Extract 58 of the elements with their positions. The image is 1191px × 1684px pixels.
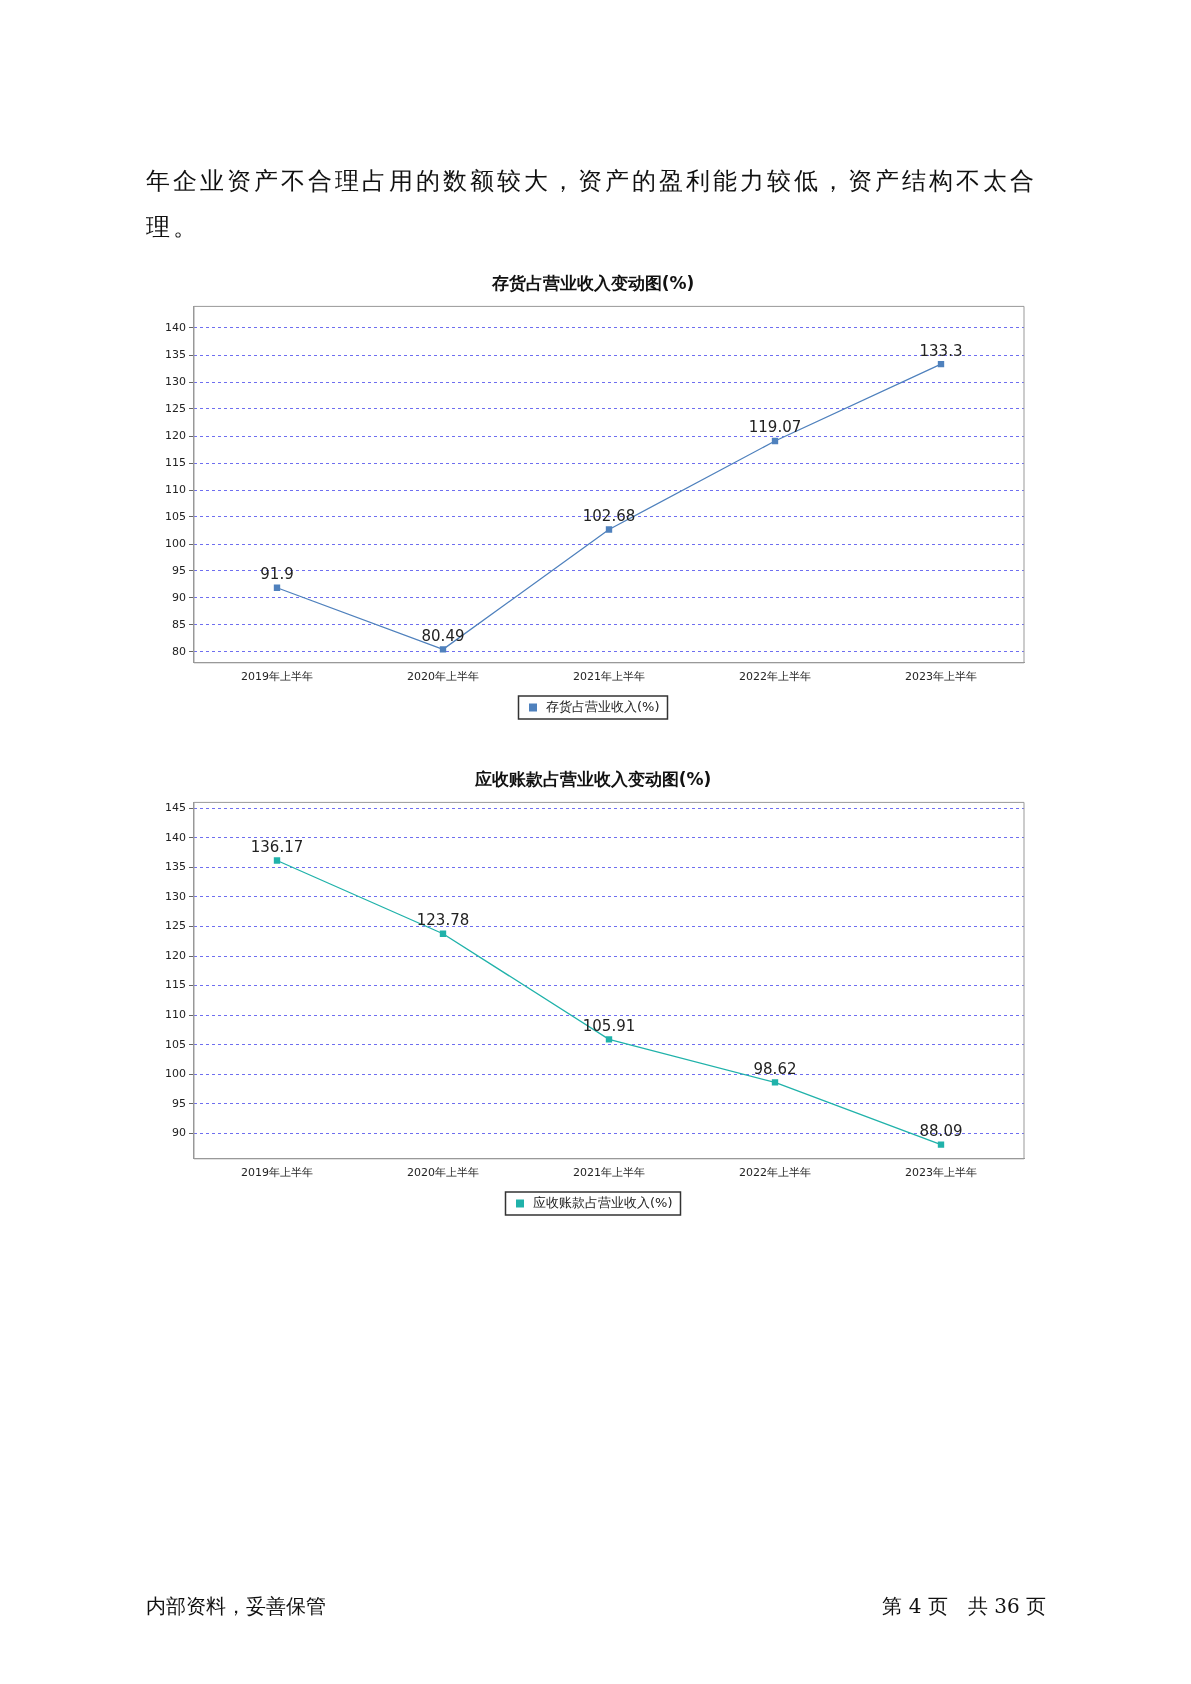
y-tick-label: 140 — [165, 320, 186, 334]
data-label: 119.07 — [748, 418, 802, 437]
y-tick-label: 130 — [165, 374, 186, 388]
point — [771, 1079, 779, 1086]
data-label: 91.9 — [260, 565, 294, 584]
y-tick-label: 140 — [165, 830, 186, 844]
y-tick-label: 145 — [165, 801, 186, 815]
y-tick-label: 100 — [165, 536, 186, 550]
y-tick-label: 95 — [172, 563, 186, 577]
x-tick-label: 2021年上半年 — [573, 1166, 645, 1180]
text: 第 4 页 共 36 页 — [882, 1593, 1046, 1620]
y-tick-label: 80 — [172, 644, 186, 658]
chart-title: 存货占营业收入变动图(%) — [490, 272, 695, 293]
point — [605, 526, 613, 533]
x-tick-label: 2023年上半年 — [905, 1166, 977, 1180]
y-tick-label: 100 — [165, 1067, 186, 1081]
data-label: 80.49 — [421, 626, 465, 645]
y-tick-label: 110 — [165, 482, 186, 496]
chart-title: 应收账款占营业收入变动图(%) — [473, 768, 712, 789]
x-tick-label: 2023年上半年 — [905, 670, 977, 684]
data-label: 105.91 — [582, 1016, 636, 1035]
legend-label: 存货占营业收入(%) — [546, 698, 660, 714]
x-tick-label: 2020年上半年 — [407, 670, 479, 684]
y-tick-label: 120 — [165, 428, 186, 442]
y-tick-label: 130 — [165, 889, 186, 903]
y-tick-label: 115 — [165, 978, 186, 992]
x-tick-label: 2022年上半年 — [739, 670, 811, 684]
y-tick-label: 105 — [165, 509, 186, 523]
y-tick-label: 110 — [165, 1008, 186, 1022]
y-tick-label: 135 — [165, 860, 186, 874]
y-tick-label: 105 — [165, 1037, 186, 1051]
data-label: 88.09 — [919, 1122, 963, 1141]
point — [605, 1036, 613, 1043]
x-tick-label: 2020年上半年 — [407, 1166, 479, 1180]
y-tick-label: 90 — [172, 1126, 186, 1140]
y-tick-label: 135 — [165, 347, 186, 361]
y-tick-label: 120 — [165, 948, 186, 962]
y-tick-label: 115 — [165, 455, 186, 469]
data-label: 98.62 — [753, 1059, 797, 1078]
x-tick-label: 2019年上半年 — [241, 670, 313, 684]
x-tick-label: 2021年上半年 — [573, 670, 645, 684]
point — [439, 646, 447, 653]
text: 年企业资产不合理占用的数额较大，资产的盈利能力较低，资产结构不太合理。 — [146, 166, 1038, 243]
data-label: 102.68 — [582, 506, 636, 525]
data-label: 136.17 — [250, 837, 304, 856]
y-tick-label: 95 — [172, 1096, 186, 1110]
y-tick-label: 85 — [172, 617, 186, 631]
point — [273, 857, 281, 864]
x-tick-label: 2022年上半年 — [739, 1166, 811, 1180]
data-label: 123.78 — [416, 911, 470, 930]
y-tick-label: 125 — [165, 919, 186, 933]
x-tick-label: 2019年上半年 — [241, 1166, 313, 1180]
y-tick-label: 125 — [165, 401, 186, 415]
data-label: 133.3 — [919, 341, 963, 360]
point — [937, 1141, 945, 1148]
y-tick-label: 90 — [172, 590, 186, 604]
legend-label: 应收账款占营业收入(%) — [533, 1194, 673, 1210]
text: 内部资料，妥善保管 — [146, 1593, 326, 1620]
